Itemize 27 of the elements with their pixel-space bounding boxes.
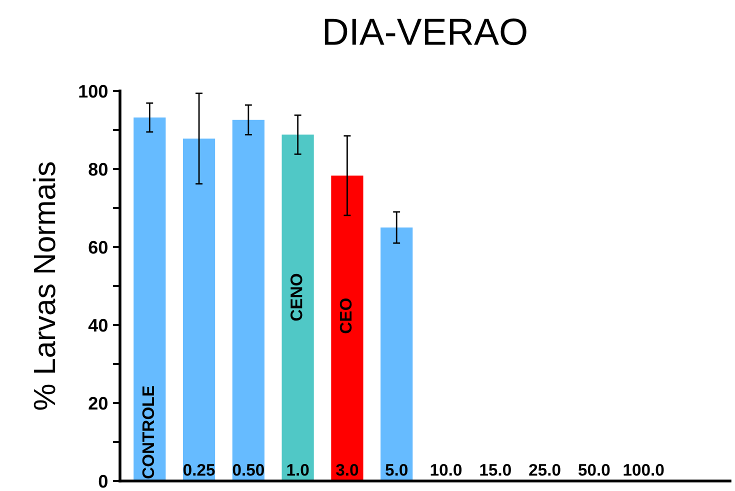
x-tick-label: 15.0 [480, 464, 511, 476]
y-axis-title: % Larvas Normais [32, 162, 56, 410]
x-tick-label: 0.50 [232, 464, 264, 476]
y-tick-label: 0 [98, 474, 108, 488]
annotation: CENO [290, 274, 302, 321]
x-tick-label: 0.25 [183, 464, 215, 476]
bar [232, 120, 264, 481]
chart-title: DIA-VERAO [324, 18, 526, 46]
y-tick-label: 40 [88, 318, 108, 332]
x-tick-label: 100.0 [624, 464, 664, 476]
x-tick-label: 1.0 [287, 464, 309, 476]
x-tick-label: 3.0 [336, 464, 358, 476]
y-tick-label: 80 [88, 162, 108, 176]
x-tick-label: 5.0 [386, 464, 408, 476]
bar [134, 118, 166, 481]
x-tick-label: 10.0 [430, 464, 462, 476]
bar [182, 138, 216, 481]
bar [282, 134, 314, 481]
bar [331, 176, 364, 481]
x-tick-label: 25.0 [529, 464, 560, 476]
x-tick-label: CONTROLE [142, 386, 154, 478]
y-tick-label: 60 [88, 240, 108, 254]
x-tick-label: 50.0 [578, 464, 610, 476]
annotation: CEO [340, 298, 352, 334]
y-tick-label: 20 [88, 396, 108, 410]
y-tick-label: 100 [79, 84, 108, 98]
bar [380, 228, 413, 481]
